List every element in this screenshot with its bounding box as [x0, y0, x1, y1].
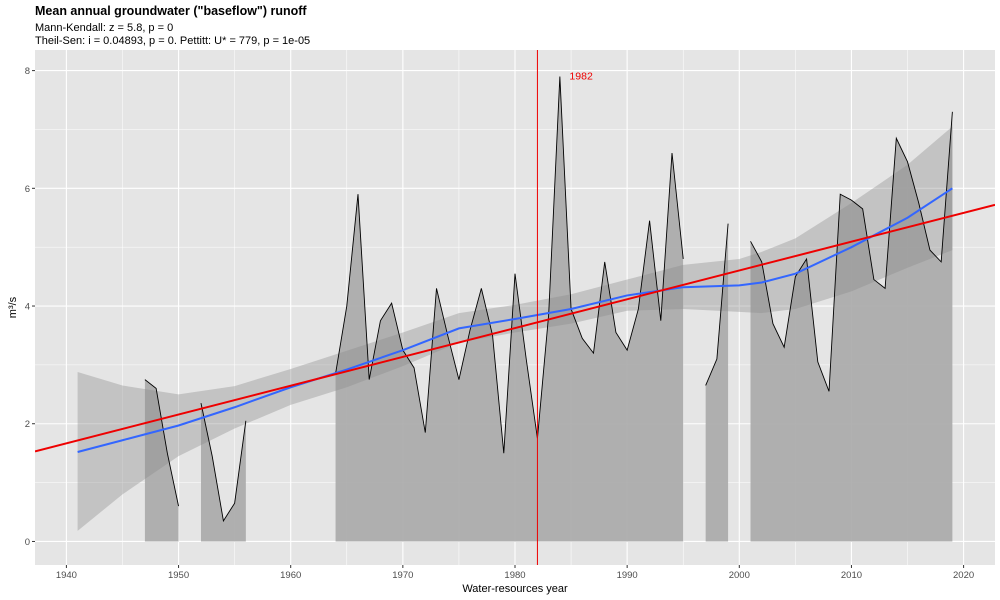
loess-line [77, 187, 953, 453]
runoff-area [335, 76, 684, 542]
y-axis-title: m³/s [7, 296, 19, 318]
chart-subtitle-theil-sen-pettitt: Theil-Sen: i = 0.04893, p = 0. Pettitt: … [35, 35, 311, 47]
x-tick-label: 2010 [841, 570, 862, 581]
y-tick-label: 8 [25, 66, 30, 77]
x-tick-label: 1980 [504, 570, 525, 581]
x-tick-label: 1950 [168, 570, 189, 581]
x-tick-label: 2000 [729, 570, 750, 581]
runoff-line [750, 111, 953, 392]
runoff-line [200, 403, 247, 523]
x-tick-label: 1940 [56, 570, 77, 581]
runoff-area [705, 223, 729, 542]
runoff-area [200, 403, 246, 542]
chart-title: Mean annual groundwater ("baseflow") run… [35, 4, 307, 18]
chart-subtitle-mann-kendall: Mann-Kendall: z = 5.8, p = 0 [35, 22, 174, 34]
x-tick-label: 1990 [617, 570, 638, 581]
y-tick-label: 6 [25, 184, 30, 195]
runoff-line [335, 76, 684, 454]
y-tick-label: 4 [25, 302, 30, 313]
runoff-line [705, 223, 729, 386]
runoff-line [144, 379, 179, 507]
theil-sen-trend-line [35, 203, 995, 453]
plot-layer: 1982 [35, 50, 995, 565]
y-tick-label: 0 [25, 537, 30, 548]
x-tick-label: 1960 [280, 570, 301, 581]
x-tick-label: 2020 [953, 570, 974, 581]
x-tick-label: 1970 [392, 570, 413, 581]
y-tick-label: 2 [25, 419, 30, 430]
x-axis-title: Water-resources year [462, 583, 568, 595]
changepoint-label: 1982 [569, 70, 593, 82]
runoff-area [750, 111, 953, 542]
